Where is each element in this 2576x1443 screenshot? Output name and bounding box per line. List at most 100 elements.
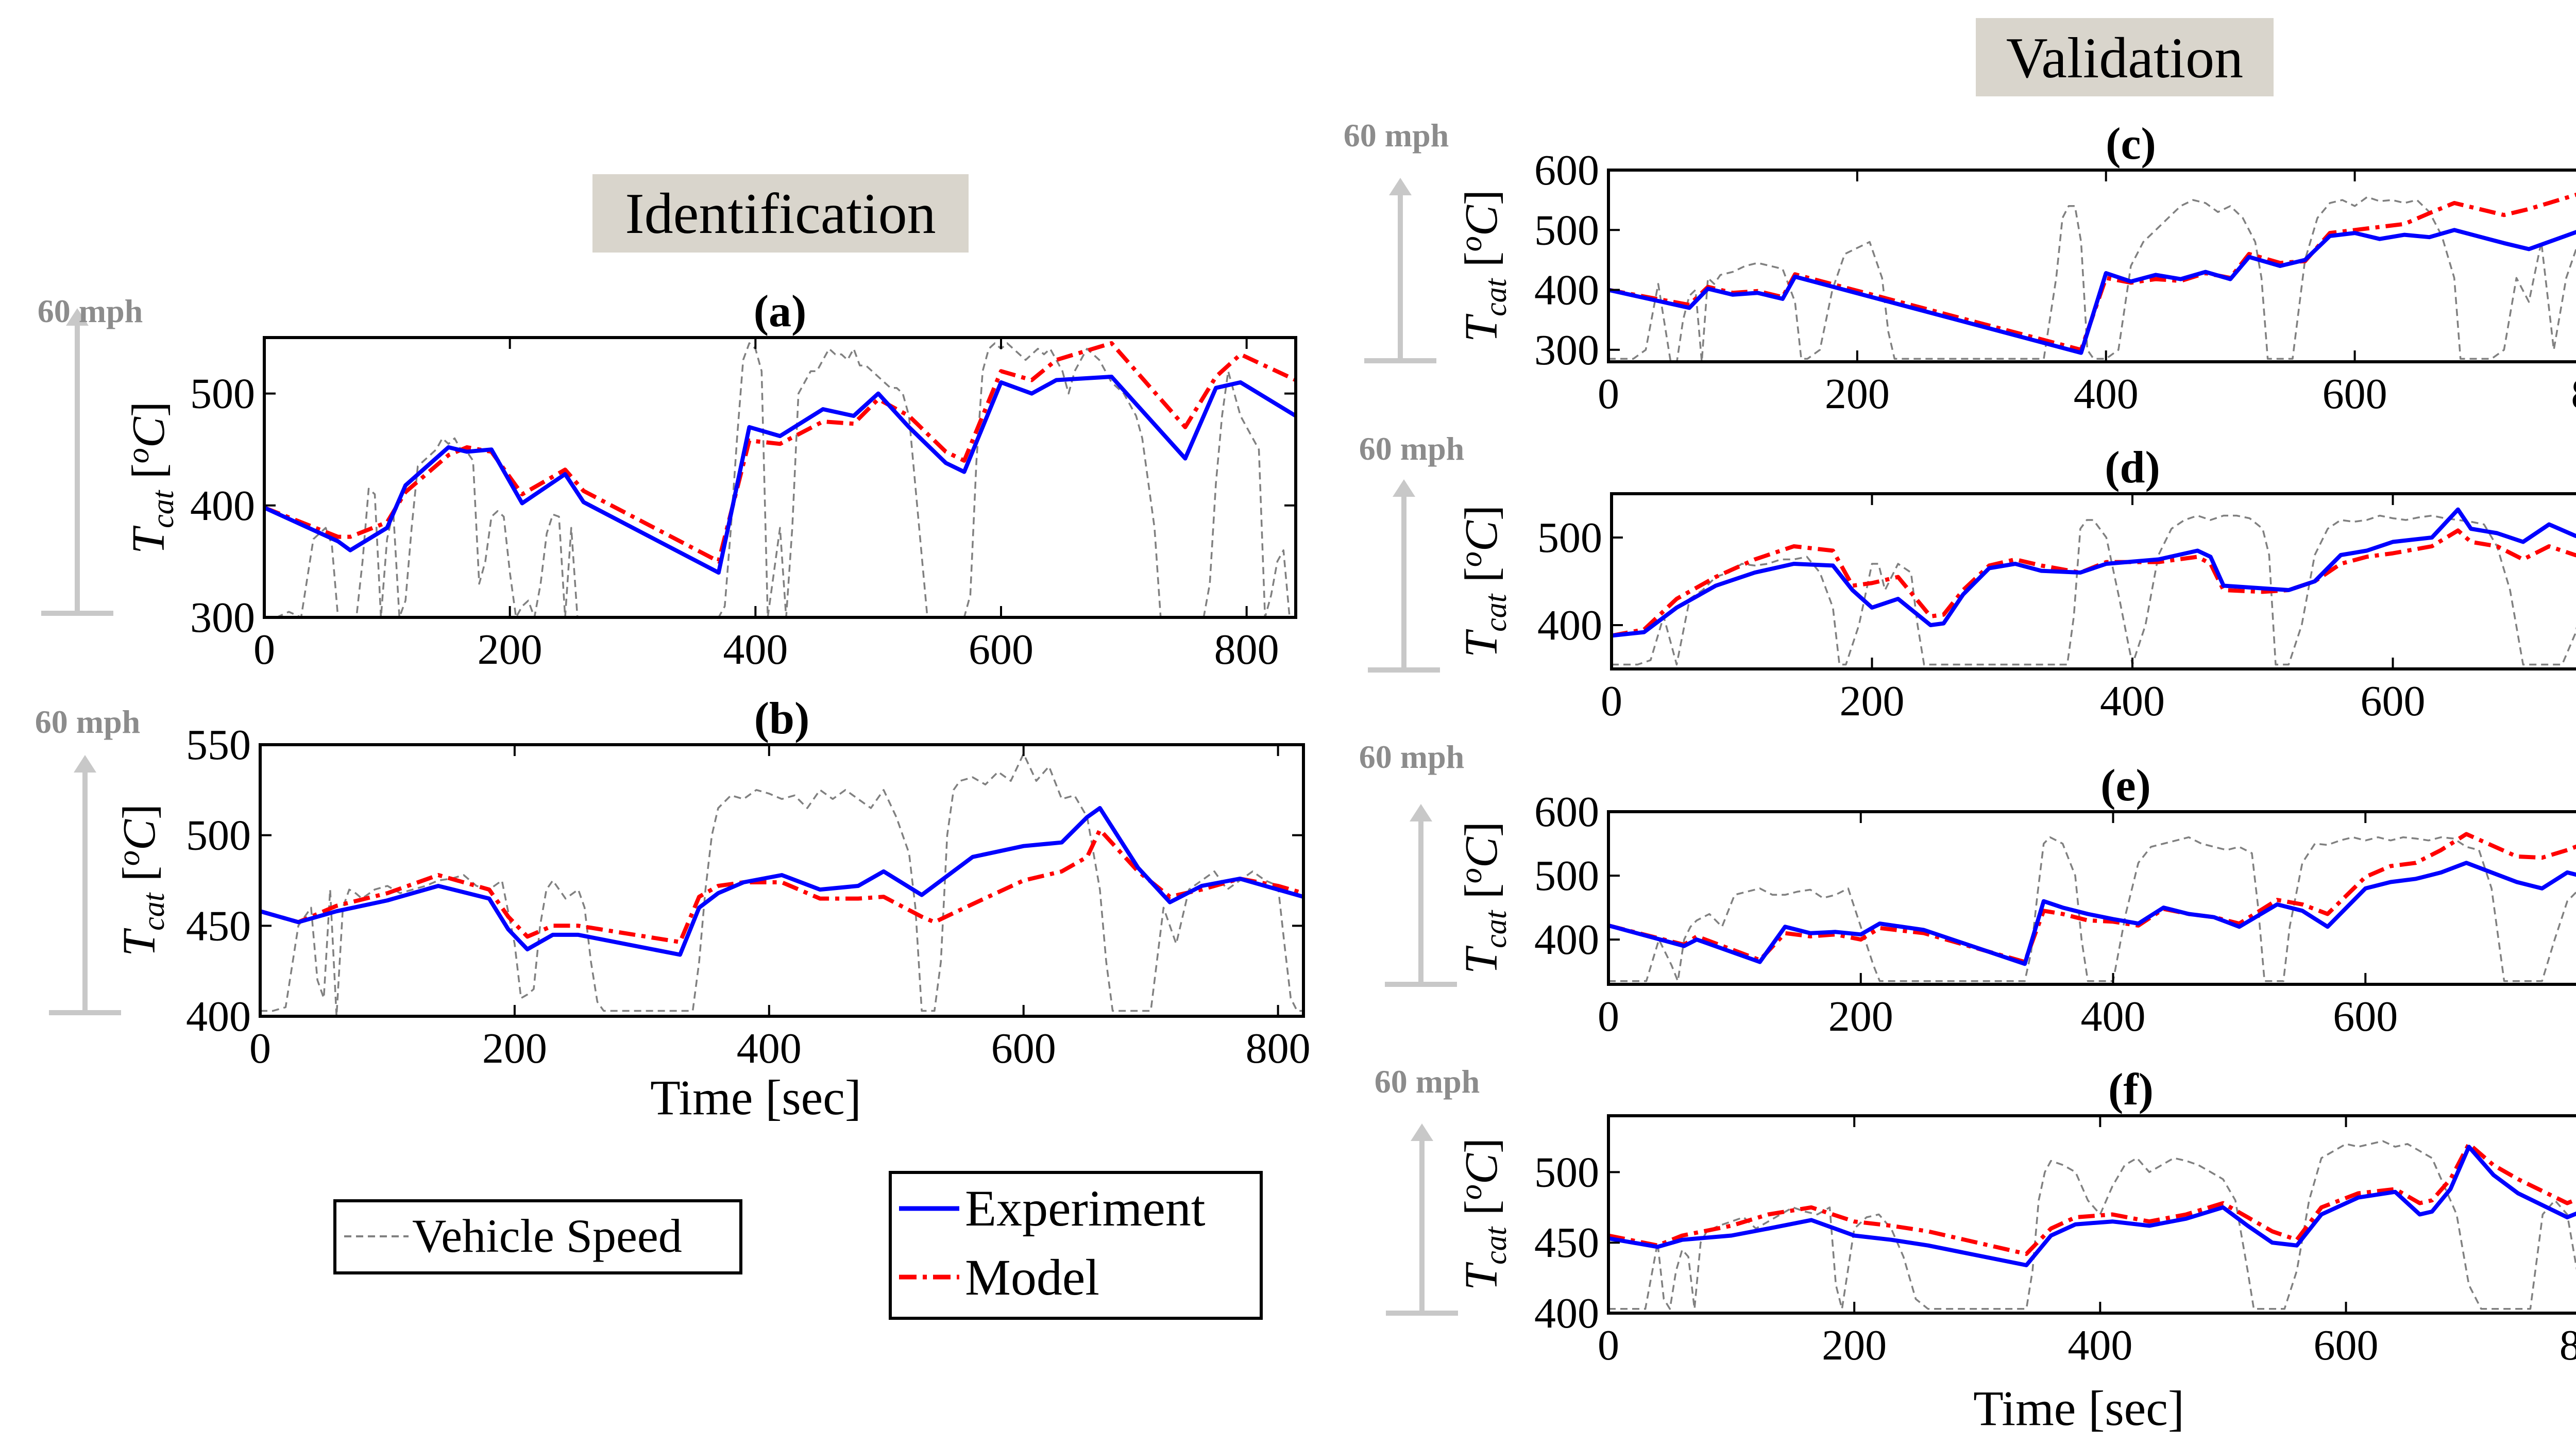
y-axis-label: Tcat [oC] bbox=[1454, 821, 1513, 974]
y-tick-label: 400 bbox=[1537, 601, 1602, 649]
speed-arrow-head bbox=[66, 308, 89, 326]
y-axis-label-part: o bbox=[1454, 1184, 1488, 1200]
y-axis-label-part: o bbox=[1454, 236, 1488, 251]
y-axis-label-part: ] bbox=[1456, 1138, 1507, 1153]
y-axis-label-part: cat bbox=[1479, 910, 1513, 948]
series-experiment bbox=[1612, 507, 2576, 638]
y-axis-label-part: cat bbox=[137, 892, 171, 931]
y-axis-label-part: T bbox=[1456, 945, 1507, 974]
speed-arrow-head bbox=[1393, 479, 1415, 497]
panel-title-b: (b) bbox=[754, 694, 810, 744]
y-tick-label: 400 bbox=[1534, 1289, 1599, 1337]
series-group-e bbox=[1608, 832, 2576, 982]
y-axis-label-part: C bbox=[1456, 520, 1507, 551]
x-tick-label: 400 bbox=[2074, 370, 2139, 418]
panel-title-a: (a) bbox=[754, 287, 807, 337]
y-tick-label: 400 bbox=[186, 993, 251, 1041]
y-axis-label-part: cat bbox=[1479, 278, 1513, 316]
identification-label-box: Identification bbox=[592, 174, 969, 253]
y-tick-label: 500 bbox=[186, 812, 251, 860]
y-axis-label: Tcat [oC] bbox=[112, 804, 171, 957]
y-axis-label-part: o bbox=[121, 448, 155, 463]
y-tick-label: 500 bbox=[1534, 852, 1599, 900]
x-tick-label: 600 bbox=[2333, 993, 2398, 1041]
y-axis-label: Tcat [oC] bbox=[121, 401, 180, 554]
y-axis-label-part: ] bbox=[1456, 505, 1507, 521]
series-group-b bbox=[260, 752, 1303, 1016]
x-tick-label: 800 bbox=[1246, 1025, 1311, 1072]
legend-experiment-label: Experiment bbox=[965, 1180, 1206, 1237]
x-tick-label: 200 bbox=[1828, 993, 1893, 1041]
plot-area bbox=[1612, 494, 2576, 669]
y-axis-label: Tcat [oC] bbox=[1454, 1138, 1513, 1290]
y-axis-label: Tcat [oC] bbox=[1454, 190, 1513, 342]
y-axis-label-part: T bbox=[1456, 313, 1507, 342]
speed-arrow-head bbox=[1410, 804, 1432, 821]
y-tick-label: 500 bbox=[1537, 514, 1602, 562]
plot-frame bbox=[263, 336, 1297, 619]
legend-model-label: Model bbox=[965, 1249, 1099, 1306]
speed-scale-label: 60 mph bbox=[1375, 1063, 1480, 1100]
speed-scale-arrow-c bbox=[1364, 178, 1436, 363]
series-group-c bbox=[1608, 192, 2576, 362]
x-tick-label: 200 bbox=[1822, 1321, 1887, 1369]
x-tick-label: 200 bbox=[482, 1025, 547, 1072]
x-tick-label: 200 bbox=[478, 626, 543, 674]
series-vehicle-speed bbox=[1608, 1140, 2576, 1310]
speed-scale-label: 60 mph bbox=[1344, 117, 1449, 154]
x-tick-label: 200 bbox=[1840, 677, 1905, 725]
y-axis-label-part: cat bbox=[1479, 593, 1513, 632]
series-vehicle-speed bbox=[1608, 836, 2576, 982]
plot-frame bbox=[259, 743, 1305, 1018]
speed-arrow-head bbox=[1389, 178, 1412, 195]
legend-main: Experiment Model bbox=[889, 1171, 1263, 1320]
x-tick-label: 0 bbox=[1598, 1321, 1619, 1369]
speed-scale-arrow-e bbox=[1385, 804, 1457, 987]
speed-scale-arrow-d bbox=[1368, 479, 1440, 673]
plot-frame bbox=[1607, 1114, 2576, 1315]
y-tick-label: 500 bbox=[190, 370, 255, 418]
plot-area bbox=[1608, 812, 2576, 984]
speed-scale-label: 60 mph bbox=[1359, 430, 1465, 467]
x-tick-label: 0 bbox=[1598, 993, 1619, 1041]
speed-scale-label: 60 mph bbox=[38, 293, 143, 329]
y-axis-label-part: ] bbox=[123, 401, 174, 417]
x-tick-label: 400 bbox=[2081, 993, 2146, 1041]
speed-arrow-head bbox=[74, 755, 96, 773]
x-tick-label: 400 bbox=[723, 626, 788, 674]
series-experiment bbox=[1608, 228, 2576, 355]
y-axis-label-part: [ bbox=[1456, 567, 1507, 594]
y-axis-label-part: C bbox=[1456, 205, 1507, 236]
plot-area bbox=[1608, 170, 2576, 362]
validation-label-box: Validation bbox=[1976, 18, 2274, 96]
y-tick-label: 500 bbox=[1534, 1148, 1599, 1196]
series-model bbox=[260, 828, 1303, 944]
speed-scale-arrow-b bbox=[49, 755, 121, 1015]
plot-area bbox=[264, 338, 1296, 617]
validation-label: Validation bbox=[2006, 26, 2243, 90]
panel-title-d: (d) bbox=[2105, 443, 2160, 493]
panel-title-f: (f) bbox=[2108, 1065, 2154, 1115]
y-tick-label: 400 bbox=[1534, 266, 1599, 314]
panel-f: 60 mph (f) 0 200 400 600 800 400 450 500 Tcat [oC] bbox=[1375, 1063, 2576, 1369]
series-model bbox=[1612, 528, 2576, 638]
speed-scale-label: 60 mph bbox=[35, 703, 141, 740]
y-tick-label: 300 bbox=[190, 594, 255, 642]
x-tick-label: 400 bbox=[2100, 677, 2165, 725]
series-experiment bbox=[260, 806, 1303, 957]
plot-area bbox=[260, 745, 1303, 1016]
y-axis-label-part: T bbox=[114, 928, 165, 957]
panel-title-c: (c) bbox=[2106, 119, 2156, 169]
x-tick-label: 0 bbox=[1598, 370, 1619, 418]
y-axis-label-part: C bbox=[1456, 836, 1507, 868]
y-tick-label: 600 bbox=[1534, 146, 1599, 194]
x-tick-label: 600 bbox=[991, 1025, 1056, 1072]
y-axis-label: Tcat [oC] bbox=[1454, 505, 1513, 658]
x-tick-label: 600 bbox=[2361, 677, 2426, 725]
series-experiment bbox=[1608, 861, 2576, 966]
series-vehicle-speed bbox=[1612, 514, 2576, 666]
series-vehicle-speed bbox=[260, 752, 1303, 1016]
x-tick-label: 0 bbox=[1601, 677, 1622, 725]
series-model bbox=[1608, 832, 2576, 964]
